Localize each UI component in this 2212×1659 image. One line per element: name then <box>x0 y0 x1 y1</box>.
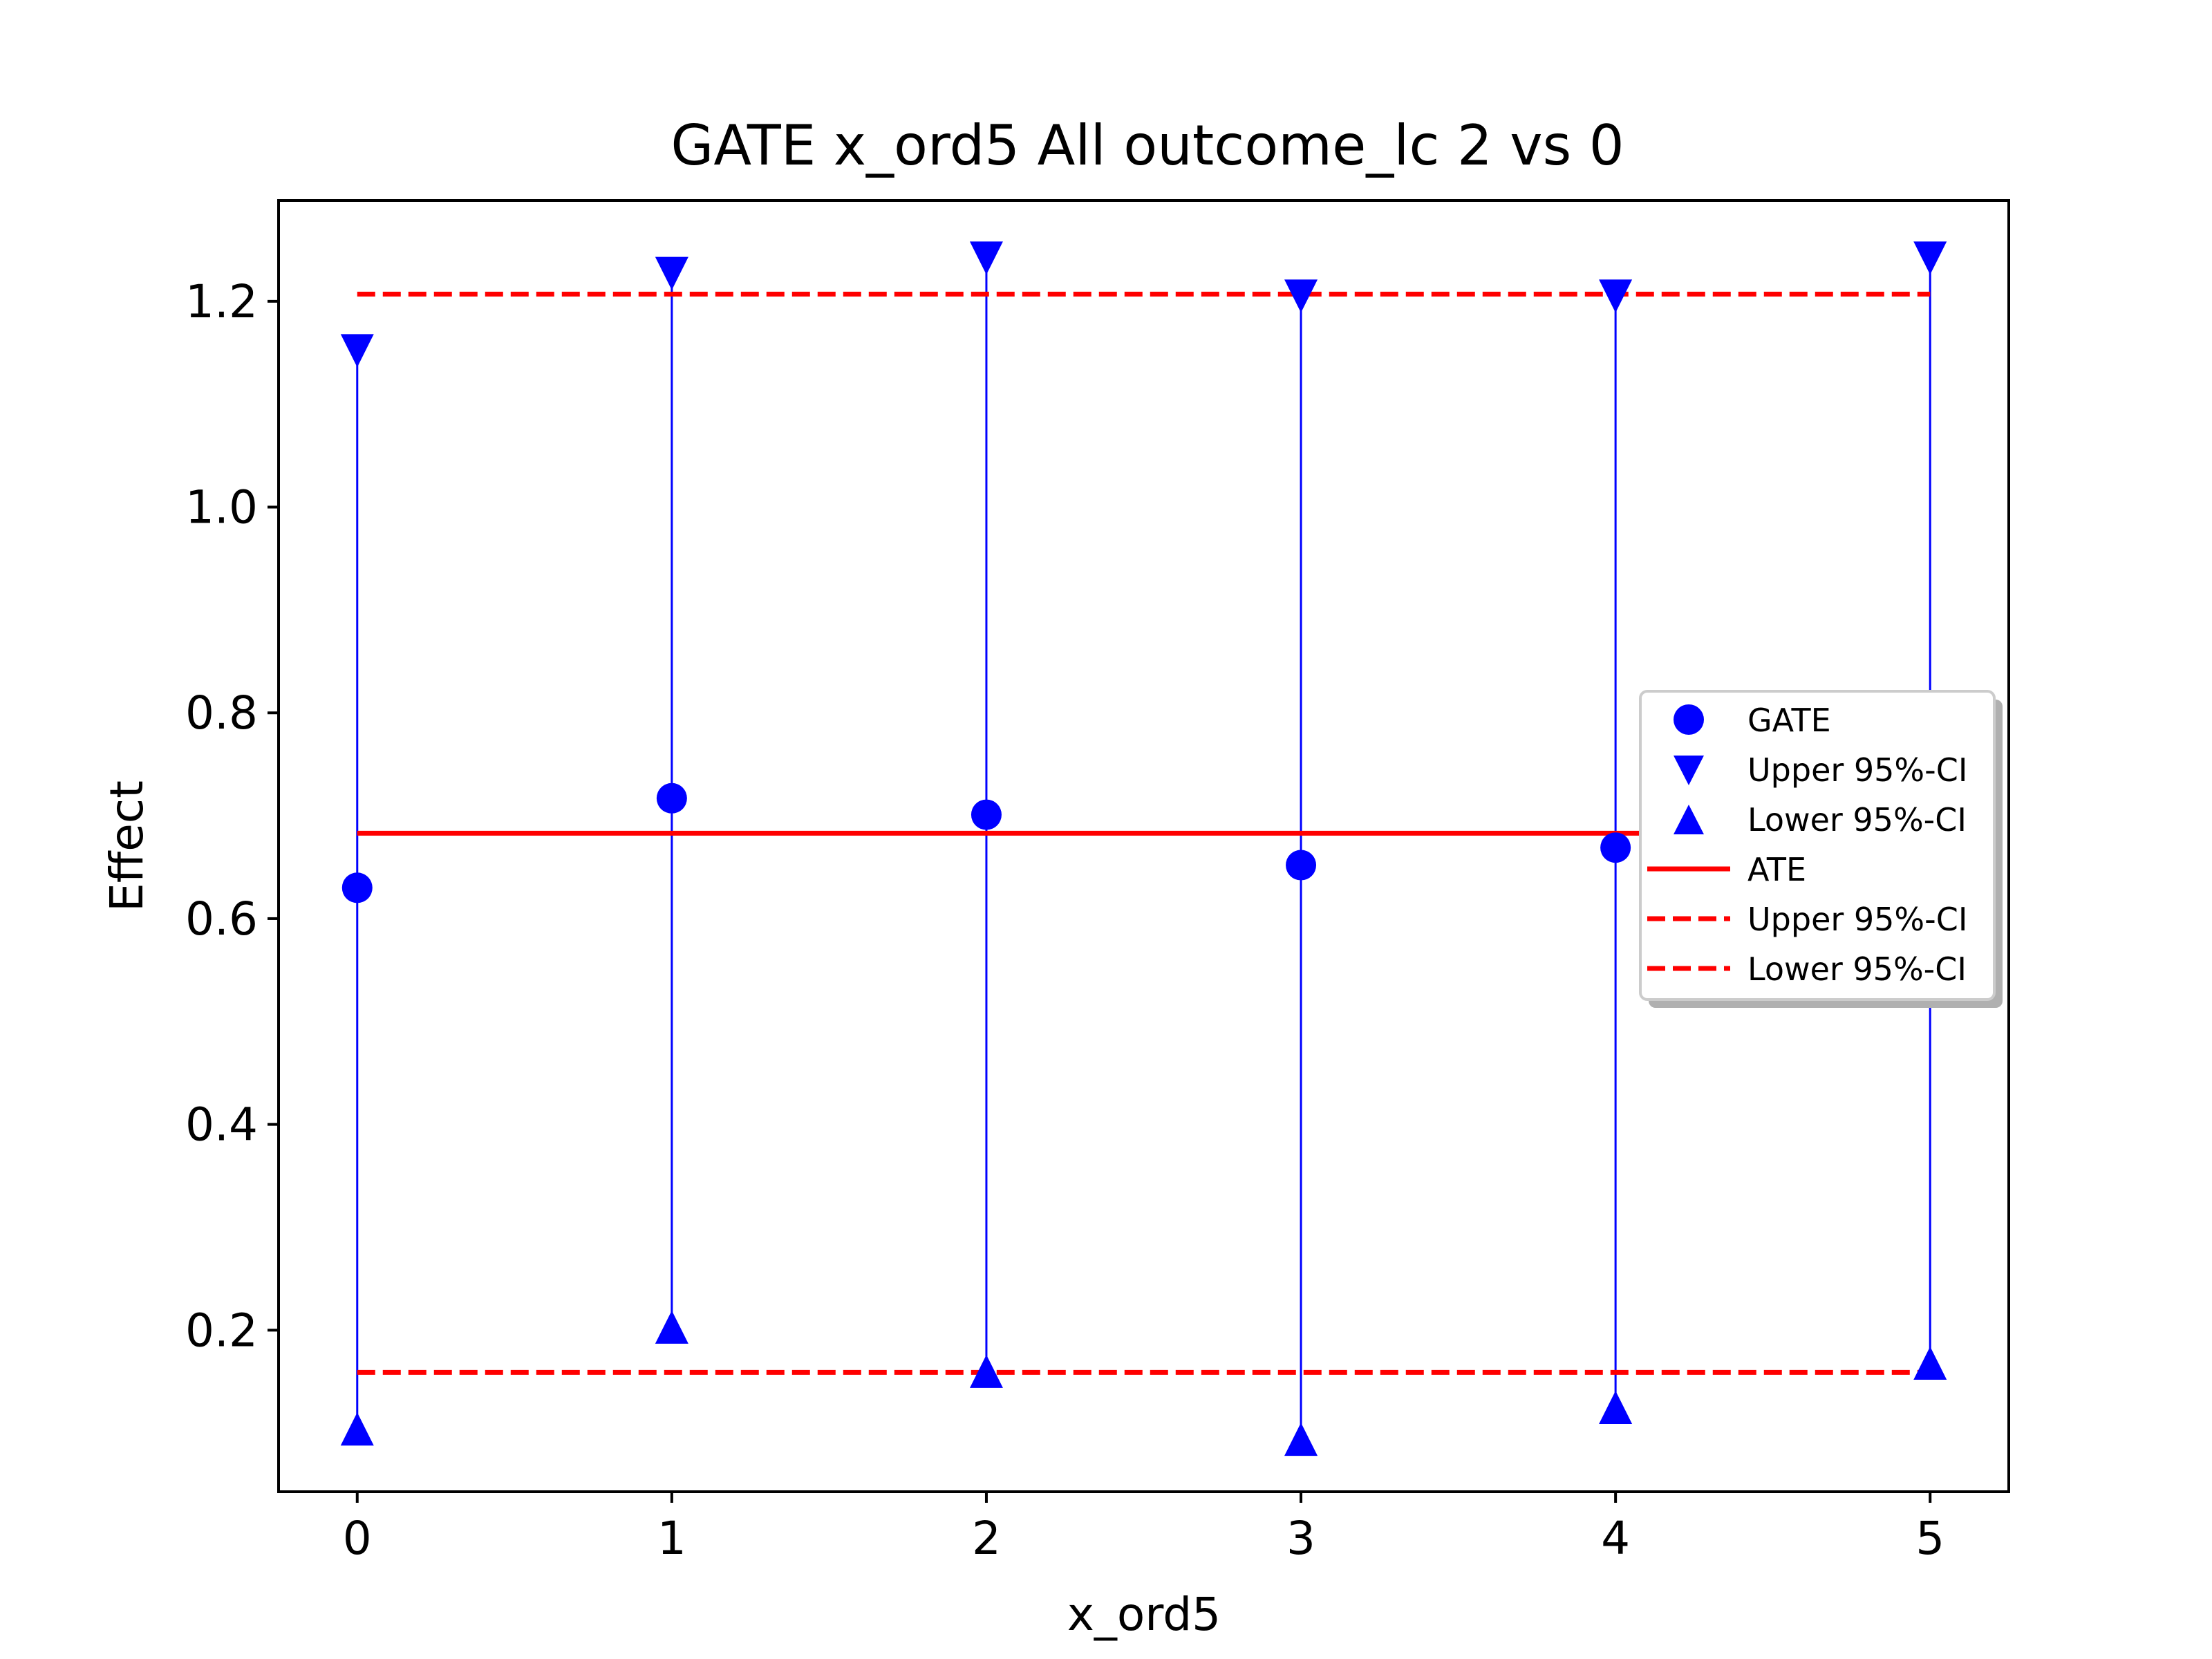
upper-ci-marker-0 <box>340 334 374 368</box>
legend-label-lower-ci: Lower 95%-CI <box>1747 801 1967 838</box>
legend-box <box>1639 690 1996 1001</box>
lower-ci-marker-2 <box>969 1354 1003 1388</box>
gate-point-0 <box>341 872 373 903</box>
y-tick-label-4: 1.0 <box>185 481 258 534</box>
upper-ci-marker-4 <box>1599 279 1633 313</box>
lower-ci-marker-4 <box>1599 1390 1633 1424</box>
gate-point-2 <box>971 799 1002 830</box>
x-tick-label-1: 1 <box>657 1512 686 1565</box>
legend-label-ate: ATE <box>1747 851 1806 888</box>
y-tick-label-5: 1.2 <box>185 275 258 328</box>
gate-point-3 <box>1286 850 1317 881</box>
legend-gate-circle-icon <box>1674 704 1704 735</box>
gate-point-4 <box>1600 832 1631 863</box>
x-axis-ticks: 0 1 2 3 4 5 <box>343 1492 1944 1565</box>
x-tick-label-2: 2 <box>972 1512 1001 1565</box>
legend-label-ate-upper-ci: Upper 95%-CI <box>1747 901 1967 938</box>
upper-ci-marker-1 <box>655 256 688 290</box>
lower-ci-marker-0 <box>340 1412 374 1446</box>
x-tick-label-3: 3 <box>1286 1512 1315 1565</box>
y-axis-label: Effect <box>100 780 153 912</box>
y-tick-label-2: 0.6 <box>185 892 258 946</box>
legend-lower-ci-triangle-up-icon <box>1674 805 1704 834</box>
plot-frame <box>277 199 2010 1493</box>
upper-ci-marker-2 <box>969 241 1003 275</box>
legend-label-gate: GATE <box>1747 702 1831 739</box>
x-tick-label-4: 4 <box>1601 1512 1630 1565</box>
y-tick-label-3: 0.8 <box>185 686 258 740</box>
upper-ci-marker-3 <box>1284 279 1318 313</box>
y-axis-ticks: 0.2 0.4 0.6 0.8 1.0 1.2 <box>185 275 279 1357</box>
y-tick-label-0: 0.2 <box>185 1304 258 1357</box>
lower-ci-marker-3 <box>1284 1423 1318 1456</box>
legend-upper-ci-triangle-down-icon <box>1674 756 1704 785</box>
x-axis-label: x_ord5 <box>1067 1588 1221 1641</box>
upper-ci-marker-5 <box>1913 241 1947 275</box>
y-tick-label-1: 0.4 <box>185 1098 258 1152</box>
x-tick-label-5: 5 <box>1915 1512 1944 1565</box>
lower-ci-marker-1 <box>655 1310 688 1344</box>
legend: GATE Upper 95%-CI Lower 95%-CI ATE Upper… <box>1639 690 2003 1008</box>
legend-label-ate-lower-ci: Lower 95%-CI <box>1747 950 1967 988</box>
chart-title: GATE x_ord5 All outcome_lc 2 vs 0 <box>671 113 1624 178</box>
legend-label-upper-ci: Upper 95%-CI <box>1747 751 1967 789</box>
lower-ci-marker-5 <box>1913 1346 1947 1380</box>
x-tick-label-0: 0 <box>343 1512 372 1565</box>
gate-point-1 <box>656 782 687 814</box>
